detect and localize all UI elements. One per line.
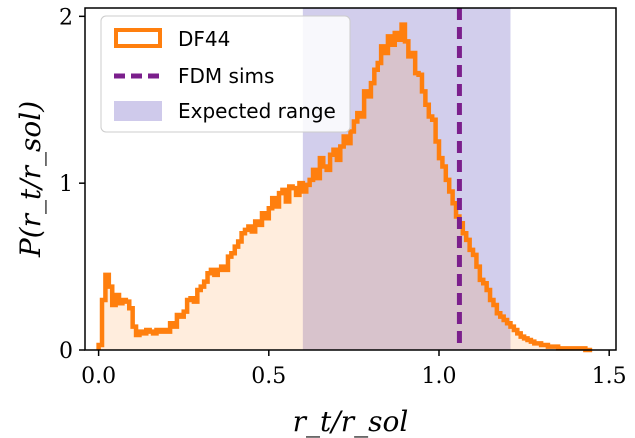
x-tick-label: 0.5 <box>251 364 286 389</box>
y-tick-label: 2 <box>59 5 73 30</box>
legend-df44-swatch <box>114 28 162 48</box>
y-tick-label: 0 <box>59 339 73 364</box>
legend: DF44 FDM sims Expected range <box>100 15 351 133</box>
x-tick-label: 1.5 <box>592 364 627 389</box>
legend-df44-label: DF44 <box>178 27 230 51</box>
y-tick-label: 1 <box>59 172 73 197</box>
plot-frame <box>84 7 617 351</box>
plot-area <box>96 8 593 353</box>
x-tick-label: 0.0 <box>81 364 116 389</box>
y-axis-label: P(r_t/r_sol) <box>14 101 47 258</box>
df44-histogram-line <box>96 22 593 353</box>
x-axis-label: r_t/r_sol <box>293 405 409 438</box>
legend-fdm-label: FDM sims <box>178 64 274 88</box>
x-tick-label: 1.0 <box>422 364 457 389</box>
axes: 0.0 0.5 1.0 1.5 0 1 2 r_t/r_sol P(r_t/r_sol) <box>14 5 627 438</box>
legend-box <box>100 15 351 133</box>
legend-band-swatch <box>114 101 162 121</box>
legend-band-label: Expected range <box>178 99 336 123</box>
